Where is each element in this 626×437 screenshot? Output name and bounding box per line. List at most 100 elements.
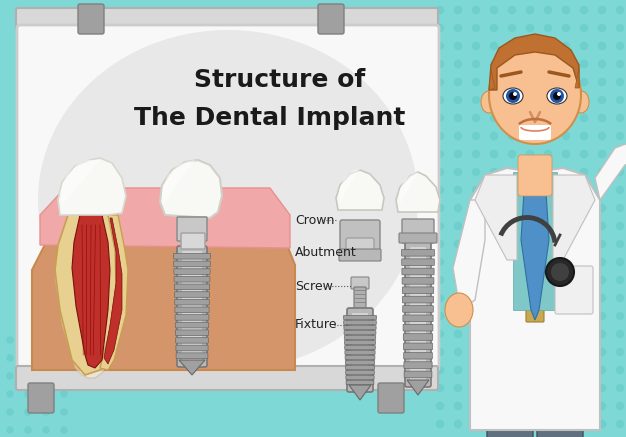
Circle shape: [526, 348, 533, 356]
Circle shape: [580, 97, 587, 104]
Circle shape: [436, 295, 443, 302]
FancyBboxPatch shape: [351, 277, 369, 289]
Text: Structure of: Structure of: [195, 68, 366, 92]
Circle shape: [617, 205, 623, 212]
Circle shape: [436, 79, 443, 86]
Circle shape: [508, 367, 515, 374]
Circle shape: [506, 89, 520, 103]
Circle shape: [491, 277, 498, 284]
Circle shape: [508, 132, 515, 139]
Circle shape: [563, 7, 570, 14]
Ellipse shape: [547, 88, 567, 104]
FancyBboxPatch shape: [404, 352, 433, 359]
Circle shape: [508, 312, 515, 319]
Polygon shape: [475, 175, 517, 260]
Circle shape: [491, 330, 498, 337]
Circle shape: [526, 402, 533, 409]
Circle shape: [563, 187, 570, 194]
Circle shape: [508, 60, 515, 67]
Circle shape: [598, 132, 605, 139]
FancyBboxPatch shape: [318, 4, 344, 34]
FancyBboxPatch shape: [555, 266, 593, 314]
Circle shape: [598, 114, 605, 121]
Circle shape: [473, 24, 480, 31]
Circle shape: [563, 402, 570, 409]
Polygon shape: [179, 360, 205, 375]
FancyBboxPatch shape: [403, 287, 434, 294]
Circle shape: [545, 295, 552, 302]
Circle shape: [454, 60, 461, 67]
Circle shape: [526, 150, 533, 157]
Circle shape: [617, 402, 623, 409]
Circle shape: [454, 420, 461, 427]
FancyBboxPatch shape: [345, 346, 376, 350]
Circle shape: [61, 427, 67, 433]
Circle shape: [526, 60, 533, 67]
Circle shape: [436, 24, 443, 31]
Circle shape: [563, 60, 570, 67]
Circle shape: [563, 150, 570, 157]
Circle shape: [580, 330, 587, 337]
Circle shape: [436, 330, 443, 337]
Circle shape: [617, 330, 623, 337]
FancyBboxPatch shape: [344, 330, 376, 334]
Circle shape: [454, 402, 461, 409]
Circle shape: [43, 355, 49, 361]
Circle shape: [491, 42, 498, 49]
FancyBboxPatch shape: [175, 315, 209, 320]
Circle shape: [473, 312, 480, 319]
FancyBboxPatch shape: [16, 366, 438, 390]
Circle shape: [25, 427, 31, 433]
Circle shape: [580, 7, 587, 14]
Circle shape: [491, 259, 498, 266]
Circle shape: [598, 312, 605, 319]
Circle shape: [580, 79, 587, 86]
Circle shape: [545, 205, 552, 212]
Circle shape: [563, 97, 570, 104]
FancyBboxPatch shape: [28, 383, 54, 413]
Polygon shape: [60, 160, 100, 205]
Circle shape: [563, 348, 570, 356]
FancyBboxPatch shape: [176, 345, 208, 351]
Circle shape: [436, 312, 443, 319]
FancyBboxPatch shape: [404, 362, 432, 368]
Circle shape: [526, 169, 533, 176]
Circle shape: [436, 259, 443, 266]
Circle shape: [526, 385, 533, 392]
Circle shape: [491, 312, 498, 319]
FancyBboxPatch shape: [487, 306, 533, 437]
Circle shape: [545, 385, 552, 392]
Circle shape: [7, 391, 13, 397]
Polygon shape: [336, 170, 384, 210]
FancyBboxPatch shape: [346, 238, 374, 260]
Circle shape: [617, 7, 623, 14]
Ellipse shape: [445, 293, 473, 327]
Circle shape: [580, 367, 587, 374]
Circle shape: [580, 187, 587, 194]
Circle shape: [580, 295, 587, 302]
Circle shape: [617, 312, 623, 319]
Circle shape: [545, 150, 552, 157]
Circle shape: [617, 277, 623, 284]
Circle shape: [491, 348, 498, 356]
Polygon shape: [72, 215, 110, 368]
Circle shape: [580, 420, 587, 427]
FancyBboxPatch shape: [177, 217, 207, 241]
Circle shape: [598, 402, 605, 409]
FancyBboxPatch shape: [344, 326, 376, 329]
Circle shape: [617, 79, 623, 86]
Circle shape: [25, 355, 31, 361]
Circle shape: [617, 367, 623, 374]
FancyBboxPatch shape: [519, 125, 551, 140]
FancyBboxPatch shape: [345, 350, 375, 354]
Circle shape: [526, 312, 533, 319]
Circle shape: [508, 277, 515, 284]
Circle shape: [473, 132, 480, 139]
Circle shape: [545, 132, 552, 139]
Circle shape: [580, 60, 587, 67]
Circle shape: [508, 348, 515, 356]
Ellipse shape: [481, 91, 497, 113]
Circle shape: [563, 385, 570, 392]
FancyBboxPatch shape: [346, 375, 374, 379]
Circle shape: [25, 391, 31, 397]
